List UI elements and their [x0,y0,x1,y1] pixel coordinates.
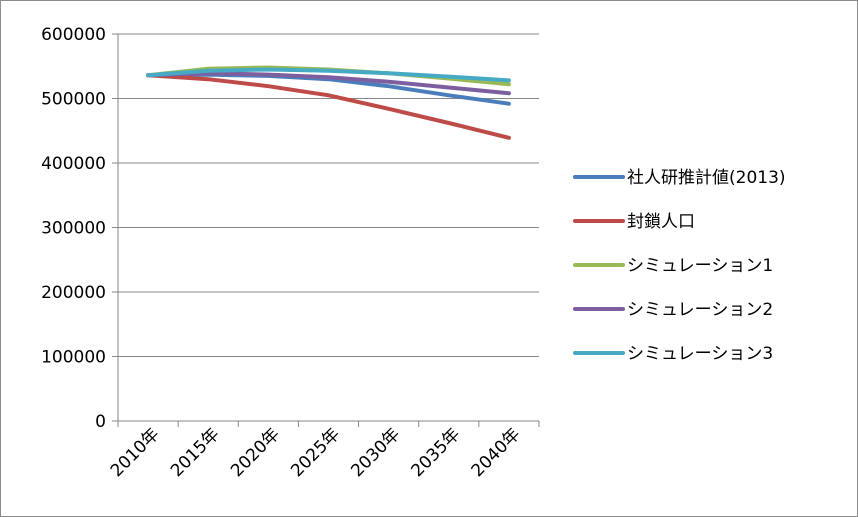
series-line [146,71,511,96]
x-tick-label: 2015年 [167,424,224,481]
legend-label: 社人研推計値(2013) [627,168,786,188]
x-tick-label: 2040年 [468,424,525,481]
y-tick-label: 200000 [41,283,106,303]
series-line [146,73,511,140]
y-tick-label: 500000 [41,90,106,110]
legend-label: シミュレーション3 [627,344,773,364]
y-tick-label: 100000 [41,348,106,368]
y-tick-label: 400000 [41,154,106,174]
legend-label: シミュレーション2 [627,300,773,320]
x-tick-label: 2025年 [287,424,344,481]
x-tick-label: 2030年 [347,424,404,481]
x-tick-label: 2020年 [227,424,284,481]
legend-label: シミュレーション1 [627,256,773,276]
x-tick-label: 2035年 [408,424,465,481]
legend-label: 封鎖人口 [627,212,695,232]
y-tick-label: 300000 [41,219,106,239]
series-line [146,67,511,83]
y-tick-label: 0 [95,412,106,432]
x-tick-label: 2010年 [107,424,164,481]
y-tick-label: 600000 [41,25,106,45]
